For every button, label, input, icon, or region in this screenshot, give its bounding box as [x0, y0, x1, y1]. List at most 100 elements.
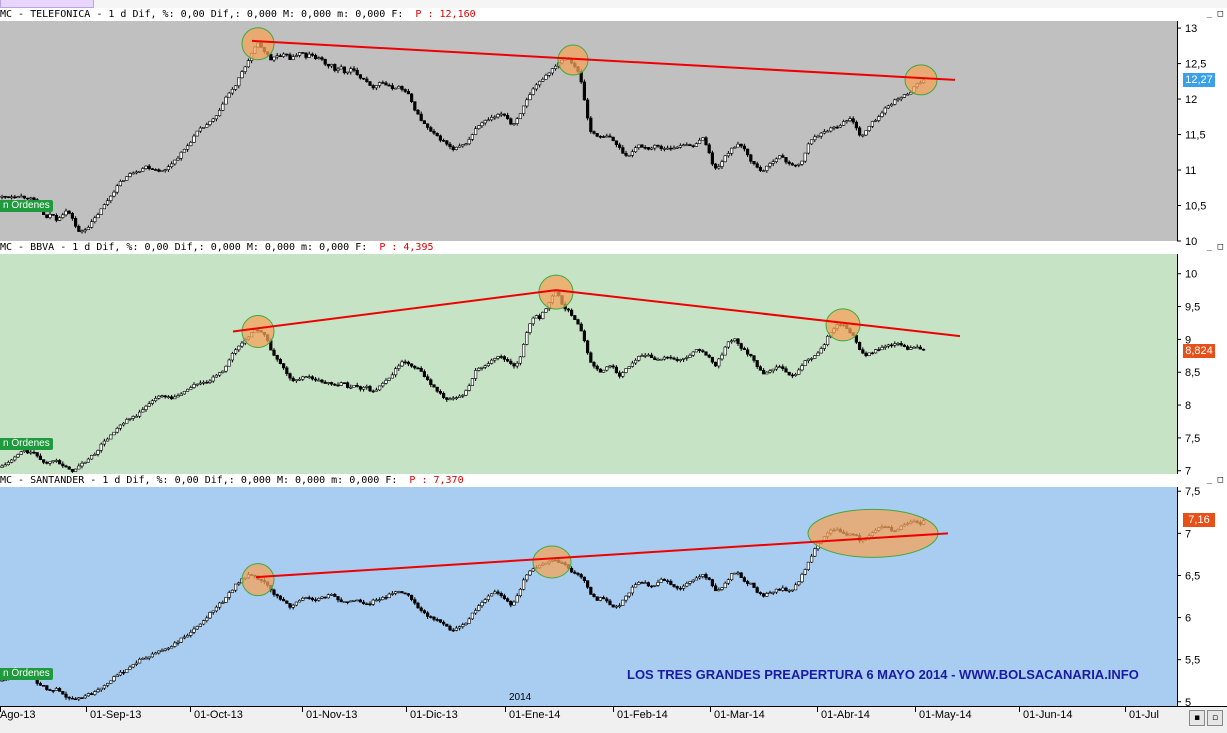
bbva-candle-body [211, 376, 215, 382]
telefonica-orders-button[interactable]: n Órdenes [0, 199, 53, 212]
telefonica-candle-body [409, 93, 414, 102]
telefonica-candle-body [896, 98, 900, 101]
bbva-candle-body [214, 374, 219, 378]
telefonica-candle-body [102, 204, 106, 210]
santander-candle-body [291, 604, 295, 608]
bbva-orders-button[interactable]: n Órdenes [0, 438, 53, 451]
bbva-candle-body [745, 349, 750, 355]
telefonica-candle-body [304, 52, 308, 58]
santander-candle-body [144, 657, 148, 660]
telefonica-candle-body [54, 215, 58, 221]
bbva-candle-body [486, 363, 491, 367]
top-tab[interactable] [0, 0, 94, 8]
telefonica-candle-body [681, 144, 686, 147]
bbva-candle-body [29, 451, 33, 454]
bbva-candle-body [598, 368, 602, 373]
santander-orders-button[interactable]: n Órdenes [0, 667, 53, 680]
santander-candle-body [285, 600, 289, 604]
santander-y-tick-label: 6,5 [1185, 570, 1200, 582]
santander-candle-body [669, 580, 673, 585]
telefonica-candle-body [761, 170, 766, 172]
telefonica-candle-body [816, 135, 820, 138]
santander-last-value-badge: 7,16 [1183, 512, 1215, 527]
telefonica-candle-body [214, 115, 219, 120]
telefonica-candle-body [797, 163, 801, 166]
santander-candle-body [400, 591, 404, 594]
telefonica-candle-body [838, 125, 842, 128]
bbva-candle-body [237, 345, 241, 351]
telefonica-candle-body [77, 225, 81, 232]
santander-candle-body [710, 579, 714, 587]
santander-candle-body [45, 685, 49, 690]
telefonica-candle-body [381, 82, 385, 84]
santander-candle-body [138, 658, 142, 664]
telefonica-candle-body [205, 124, 209, 128]
telefonica-candle-body [224, 96, 228, 105]
santander-candle-body [806, 561, 810, 570]
santander-candle-body [141, 657, 145, 660]
bbva-candle-body [361, 386, 366, 390]
bbva-candle-body [147, 403, 151, 407]
bbva-candle-body [48, 461, 52, 464]
santander-candle-body [422, 610, 427, 614]
santander-candle-body [195, 626, 199, 630]
santander-candle-body [118, 671, 122, 676]
santander-candle-body [592, 594, 596, 597]
santander-candle-body [48, 689, 52, 691]
window-buttons[interactable]: _ □ [1206, 475, 1223, 485]
bbva-candle-body [112, 431, 116, 436]
santander-candle-body [502, 595, 507, 599]
bbva-candle-body [601, 369, 606, 373]
telefonica-candle-body [509, 118, 513, 125]
telefonica-candle-body [473, 128, 478, 135]
bbva-candle-body [509, 360, 513, 364]
telefonica-candle-body [425, 123, 430, 128]
telefonica-candle-body [202, 127, 206, 129]
telefonica-candle-body [585, 99, 590, 119]
santander-candle-body [441, 621, 446, 625]
santander-candle-body [521, 579, 526, 590]
santander-candle-body [691, 579, 695, 582]
telefonica-candle-body [893, 99, 897, 105]
bbva-candle-body [905, 346, 910, 350]
bbva-candle-body [784, 368, 788, 373]
telefonica-candle-body [374, 85, 379, 89]
telefonica-candle-body [371, 85, 375, 89]
bbva-candle-body [742, 348, 746, 351]
window-buttons[interactable]: _ □ [1206, 9, 1223, 19]
telefonica-candle-body [717, 166, 721, 169]
grid-icon[interactable]: ▫ [1207, 710, 1223, 726]
bbva-candle-body [390, 374, 395, 379]
santander-candle-body [483, 599, 487, 603]
x-tick-label: 01-Jun-14 [1023, 709, 1073, 721]
bbva-candle-body [355, 385, 359, 387]
bbva-candle-body [461, 394, 465, 397]
telefonica-candle-body [150, 168, 155, 171]
santander-candle-body [678, 587, 682, 590]
santander-candle-body [313, 599, 318, 602]
bbva-candle-body [278, 358, 283, 364]
telefonica-candle-body [653, 144, 657, 149]
santander-candle-body [601, 597, 606, 600]
telefonica-candle-body [272, 56, 276, 61]
bbva-candle-body [870, 352, 874, 355]
santander-candle-body [83, 695, 87, 699]
telefonica-candle-body [163, 169, 167, 171]
bbva-candle-body [470, 378, 475, 386]
santander-candle-body [307, 597, 311, 599]
bbva-candle-body [323, 381, 327, 384]
telefonica-highlight-circle [241, 27, 275, 61]
bbva-candle-body [234, 349, 238, 354]
bbva-candle-body [77, 465, 81, 470]
telefonica-candle-body [697, 139, 702, 144]
window-buttons[interactable]: _ □ [1206, 242, 1223, 252]
bbva-candle-body [893, 343, 897, 346]
telefonica-candle-body [16, 196, 20, 199]
santander-candle-body [157, 650, 161, 654]
telefonica-candle-body [438, 135, 443, 141]
save-icon[interactable]: ▪ [1189, 710, 1205, 726]
santander-candle-body [361, 601, 366, 605]
telefonica-candle-body [499, 113, 503, 116]
santander-highlight-circle [532, 545, 572, 579]
telefonica-candle-body [528, 94, 532, 101]
